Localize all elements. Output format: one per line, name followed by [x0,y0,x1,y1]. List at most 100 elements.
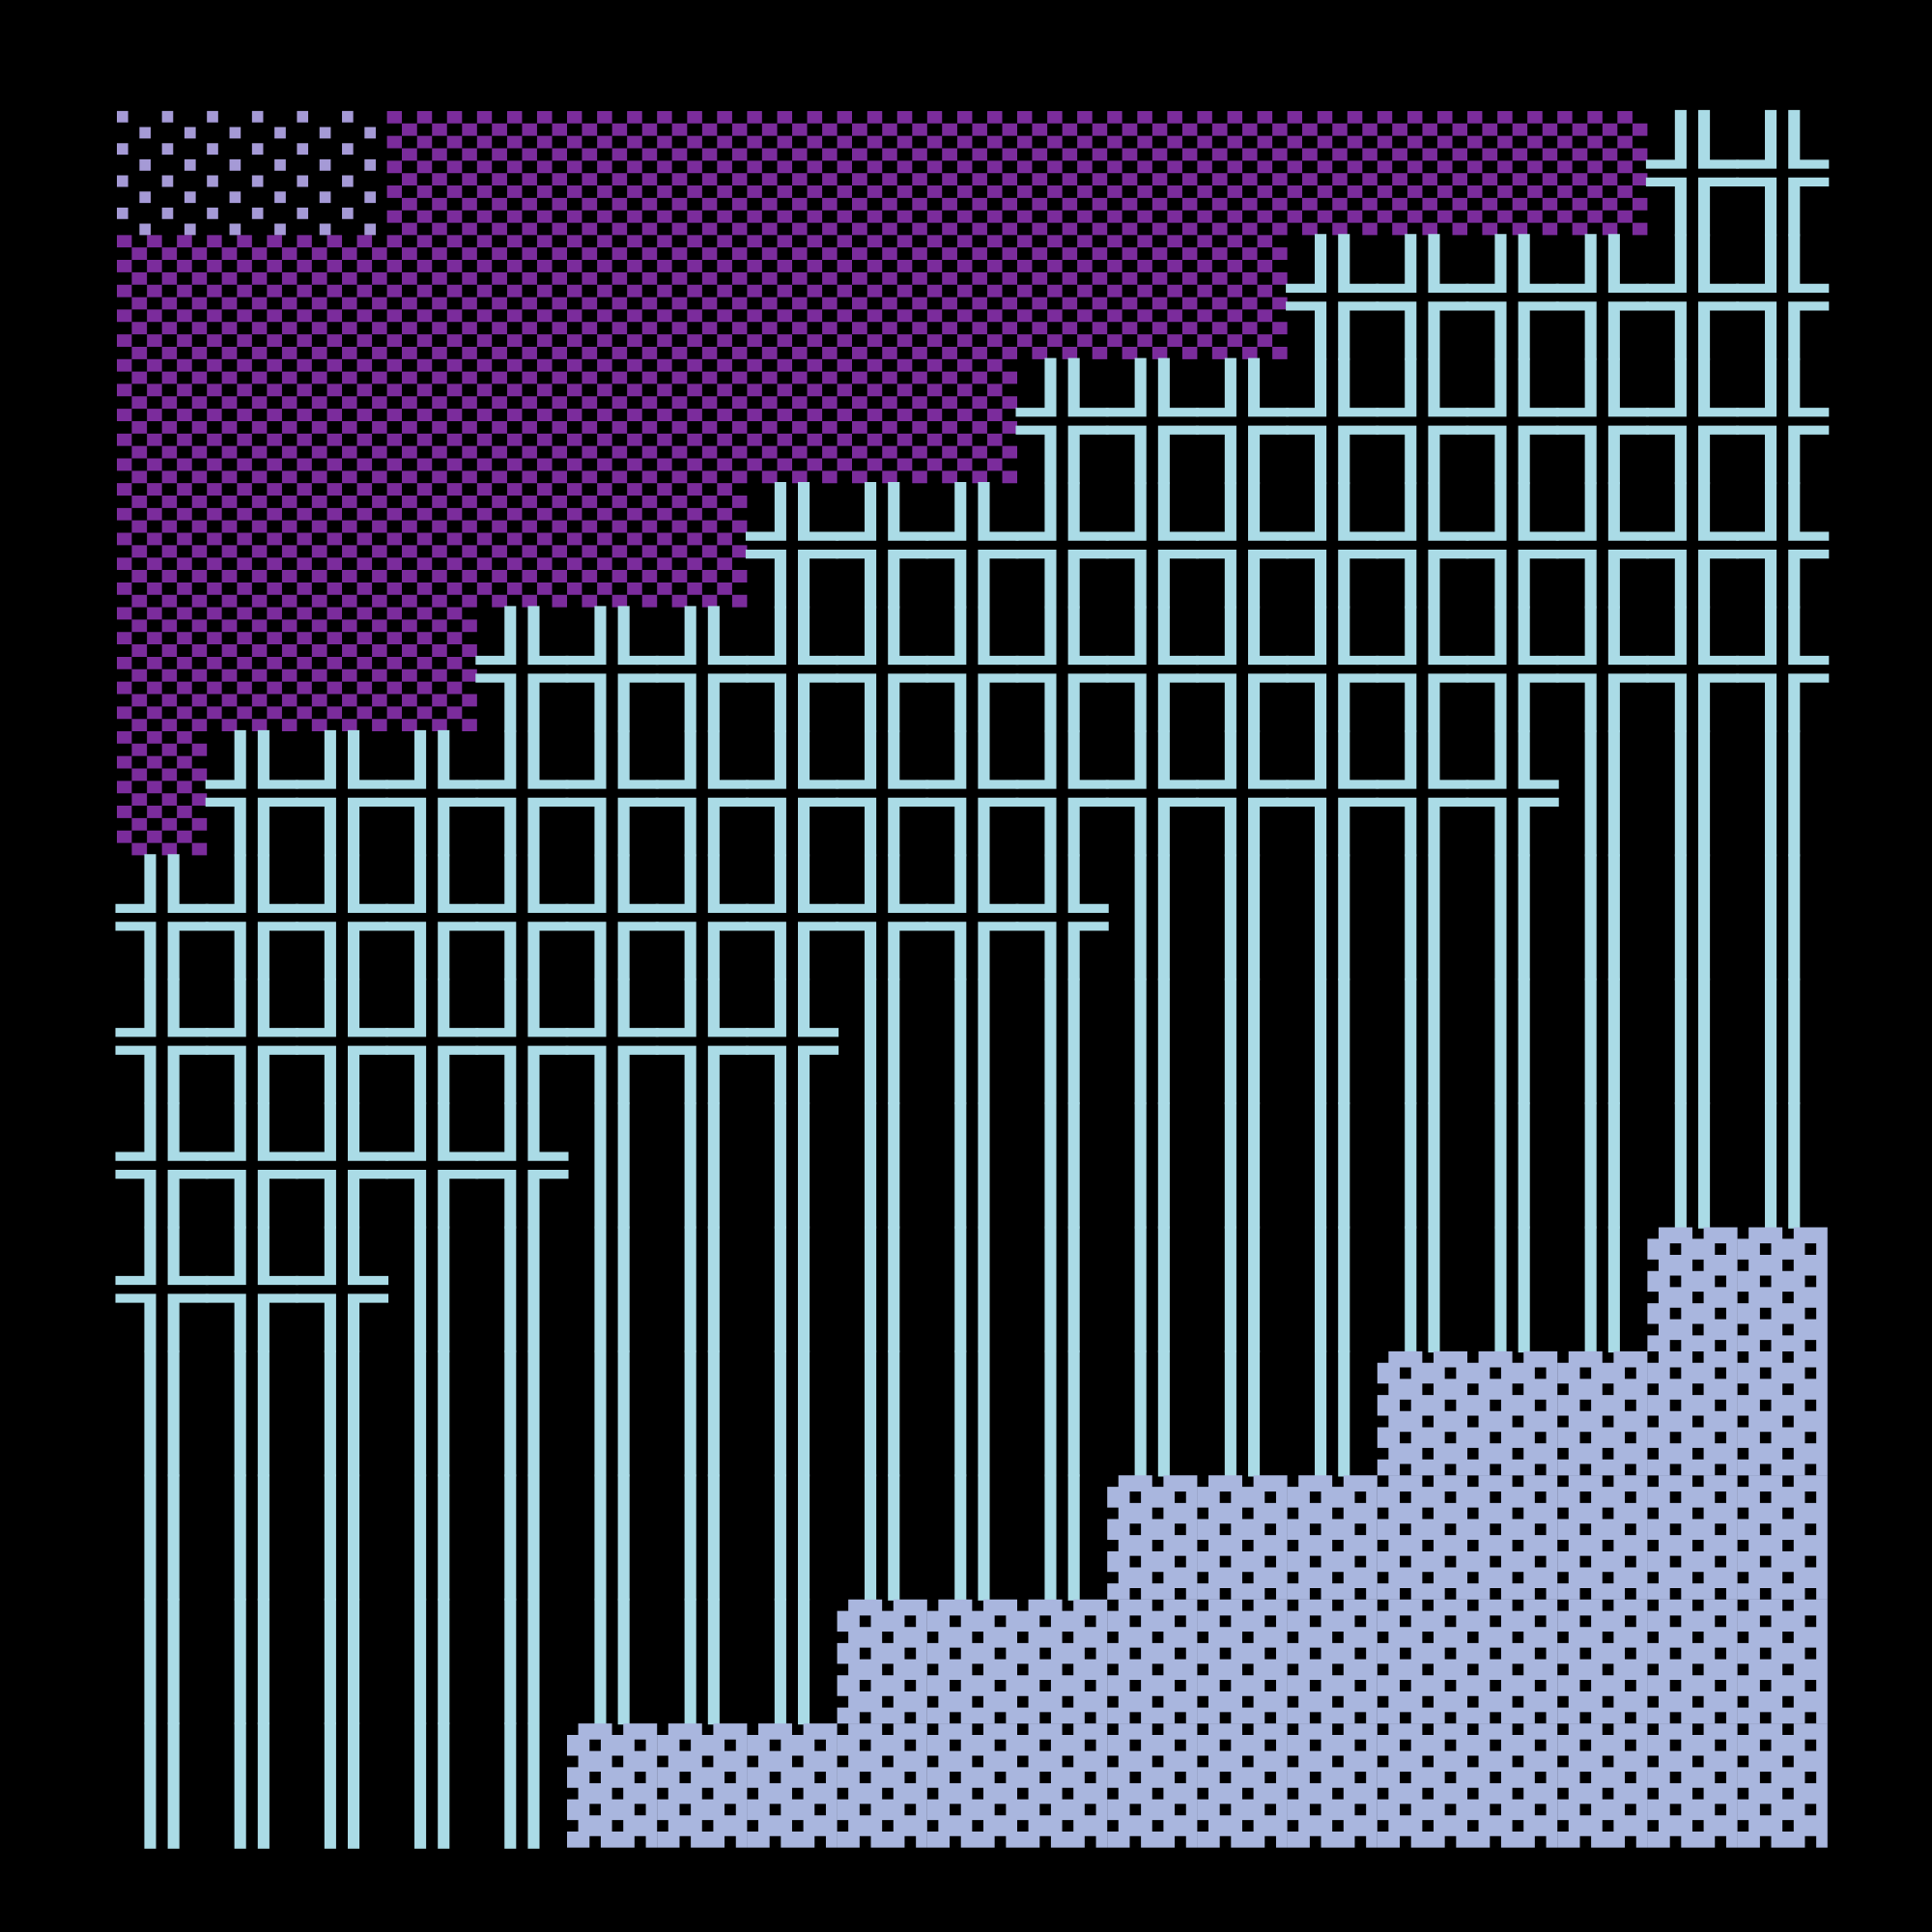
glyph: ▒ [207,483,297,608]
glyph: ╬ [924,482,1019,609]
glyph: ║ [927,1474,1017,1601]
glyph: ║ [1557,730,1647,857]
glyph: ║ [297,1722,386,1849]
glyph: ║ [567,1350,657,1477]
glyph: ╬ [384,979,479,1105]
glyph: ╬ [384,854,479,980]
glyph: ╬ [115,1102,210,1229]
glyph: ▒ [297,483,386,608]
glyph: ▒ [1467,111,1557,236]
glyph: ▒ [747,235,837,359]
glyph: ║ [1107,1350,1197,1477]
glyph: ▒ [207,235,297,359]
glyph: ▓ [1378,1351,1467,1476]
glyph: ▒ [387,358,477,483]
glyph: ║ [747,1599,837,1725]
glyph: ╬ [924,854,1019,980]
glyph: ║ [838,1350,927,1477]
glyph: ║ [117,1599,207,1725]
glyph: ║ [477,1599,567,1725]
glyph: ║ [387,1226,477,1352]
glyph: ║ [477,1350,567,1477]
glyph: ▓ [657,1723,747,1848]
glyph: ║ [207,1599,297,1725]
glyph: ░ [207,111,297,236]
glyph: ║ [567,1102,657,1229]
glyph: ▒ [387,483,477,608]
glyph: ▒ [477,483,567,608]
glyph: ▒ [297,607,386,731]
glyph: ╬ [1105,482,1200,609]
glyph: ╬ [384,730,479,857]
glyph: ╬ [1555,358,1650,485]
glyph: ▒ [297,358,386,483]
glyph: ▓ [1647,1599,1737,1723]
glyph: ▒ [117,731,207,856]
glyph: ╬ [924,730,1019,857]
glyph: ║ [1107,1102,1197,1229]
glyph: ║ [927,1350,1017,1477]
glyph: ╬ [565,730,660,857]
glyph: ╬ [1465,482,1560,609]
glyph: ▒ [927,358,1017,483]
glyph: ╬ [1465,234,1560,360]
glyph: ╬ [835,606,929,732]
glyph: ╬ [1285,606,1379,732]
glyph: ╬ [745,606,839,732]
glyph: ║ [387,1474,477,1601]
glyph: ╬ [745,730,839,857]
glyph: ║ [1378,1226,1467,1352]
glyph: ║ [657,1226,747,1352]
glyph: ╬ [474,979,569,1105]
glyph: ║ [1197,979,1287,1105]
glyph: ║ [387,1350,477,1477]
glyph: ╬ [1105,606,1200,732]
glyph: ╬ [565,606,660,732]
glyph: ▒ [1107,235,1197,359]
glyph: ▓ [1647,1475,1737,1600]
glyph: ▒ [1197,111,1287,236]
glyph: ╬ [1645,482,1740,609]
glyph: ╬ [1555,482,1650,609]
glyph: ║ [1288,1350,1378,1477]
glyph: ╬ [1015,606,1110,732]
glyph: ║ [207,1474,297,1601]
glyph: ╬ [205,1102,299,1229]
glyph: ║ [838,1102,927,1229]
glyph: ╬ [835,854,929,980]
glyph: ╬ [205,854,299,980]
glyph: ║ [1467,854,1557,980]
glyph: ║ [838,1226,927,1352]
glyph: ╬ [1285,234,1379,360]
glyph: ║ [387,1599,477,1725]
glyph: ║ [747,1226,837,1352]
glyph: ╬ [1285,482,1379,609]
glyph: ╬ [1195,482,1290,609]
glyph: ▒ [567,358,657,483]
glyph: ╬ [835,482,929,609]
glyph: ╬ [1735,482,1830,609]
glyph: ▒ [1557,111,1647,236]
glyph: ▒ [567,111,657,236]
glyph: ║ [1738,979,1828,1105]
glyph: ▓ [1197,1599,1287,1723]
glyph: ▒ [567,235,657,359]
glyph: ▓ [1288,1723,1378,1848]
glyph: ║ [207,1722,297,1849]
glyph: ▓ [1467,1351,1557,1476]
glyph: ▒ [207,607,297,731]
glyph: ▓ [1017,1723,1107,1848]
glyph: ║ [657,1350,747,1477]
glyph: ╬ [295,1226,389,1352]
glyph: ╬ [1195,730,1290,857]
glyph: ╬ [1105,358,1200,485]
glyph: ▓ [838,1599,927,1723]
glyph: ▓ [1467,1475,1557,1600]
glyph: ║ [1378,854,1467,980]
glyph: ╬ [655,606,750,732]
glyph: ▓ [1647,1723,1737,1848]
glyph: ╬ [384,1102,479,1229]
glyph: ╬ [1105,730,1200,857]
glyph: ║ [1017,979,1107,1105]
